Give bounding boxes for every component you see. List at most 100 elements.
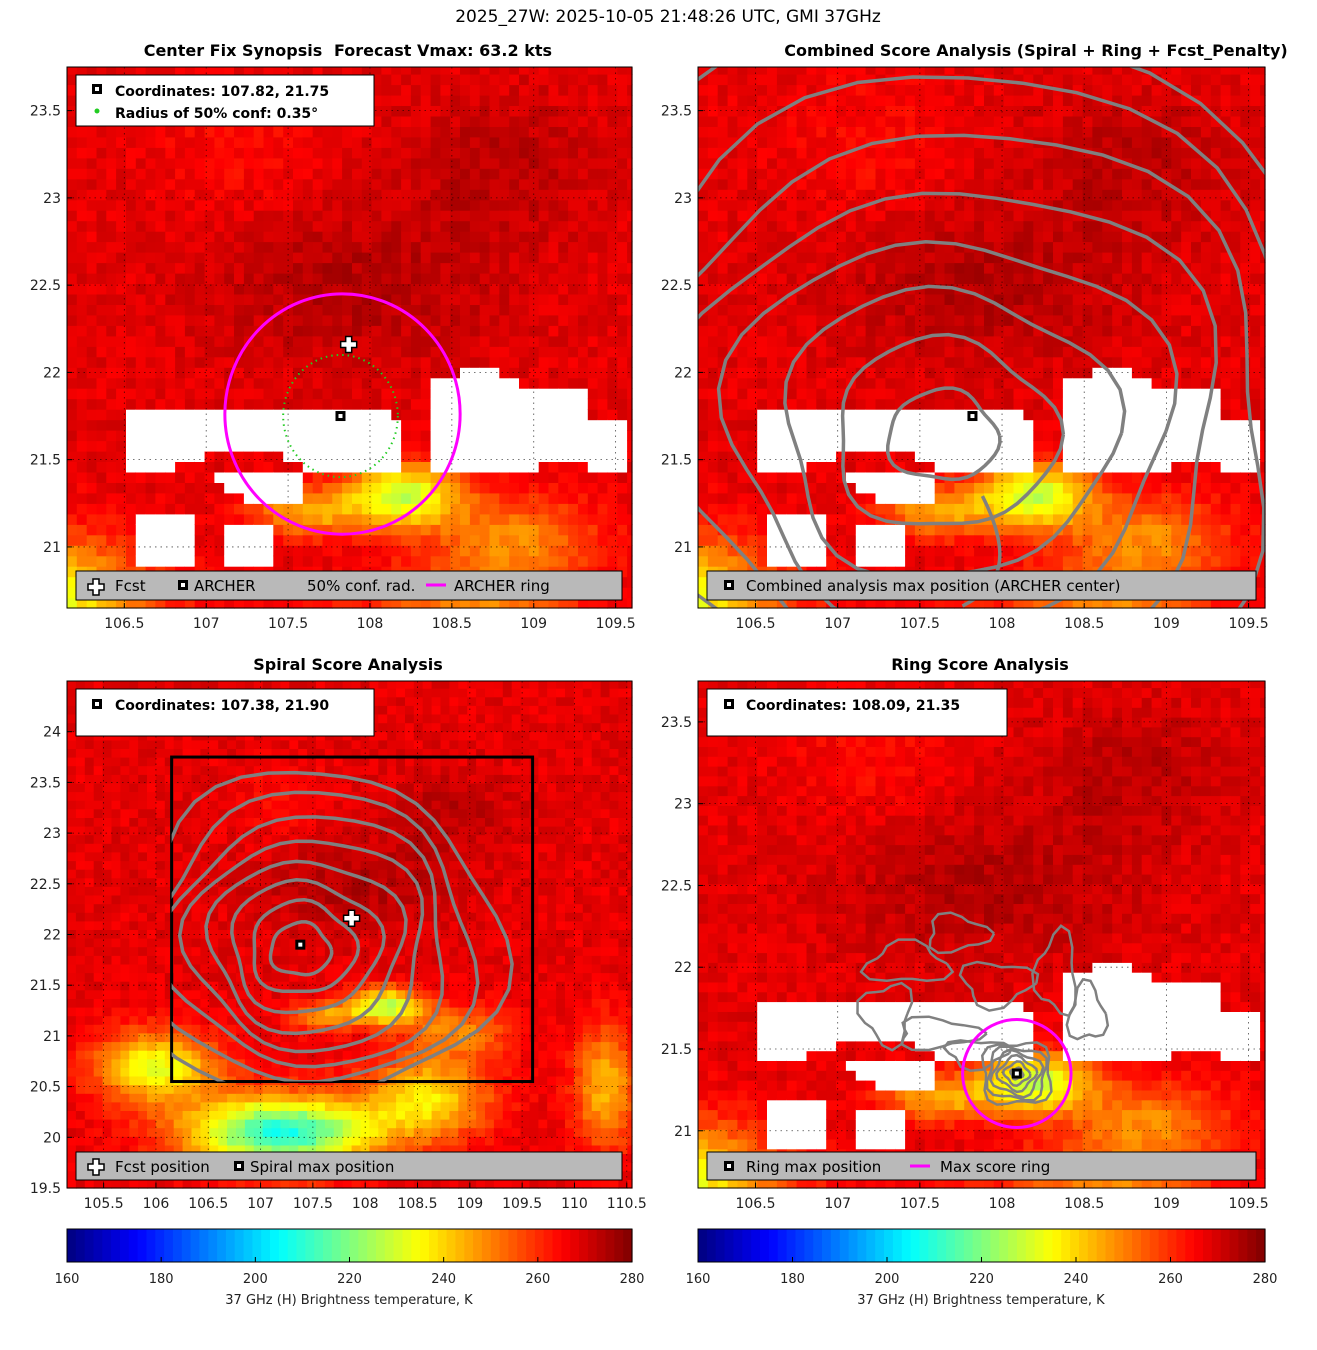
p1-overlays	[223, 292, 462, 536]
p2-heatmap	[698, 67, 1266, 609]
contour-line	[252, 897, 361, 994]
contour-line	[177, 839, 425, 1054]
contour-line	[958, 960, 1040, 1012]
contour-line	[698, 67, 1265, 176]
p3-xtick-label: 107	[247, 1196, 274, 1212]
colorbar-segment	[243, 1229, 253, 1262]
colorbar-segment	[875, 1229, 885, 1262]
colorbar-segment	[1008, 1229, 1018, 1262]
colorbar-segment	[199, 1229, 209, 1262]
colorbar-segment	[331, 1229, 342, 1262]
colorbar-left-gradient	[67, 1229, 633, 1262]
p3-legend: Fcst position Spiral max position	[75, 1151, 623, 1181]
colorbar-segment	[543, 1229, 554, 1262]
colorbar-segment	[946, 1229, 956, 1262]
colorbar-segment	[208, 1229, 218, 1262]
colorbar-segment	[1256, 1229, 1266, 1262]
p2-ytick-label: 23.5	[661, 104, 692, 120]
colorbar-segment	[1158, 1229, 1169, 1262]
colorbar-segment	[473, 1229, 483, 1262]
p1-xtick-label: 106.5	[104, 616, 144, 632]
conf-dot-icon	[94, 108, 100, 114]
p2-gridlines	[698, 67, 1265, 608]
colorbar-segment	[1096, 1229, 1107, 1262]
p2-xtick-label: 109	[1153, 616, 1180, 632]
p2-xtick-label: 106.5	[735, 616, 775, 632]
p4-axes-frame	[697, 680, 1266, 1189]
p3-ytick-label: 21.5	[30, 978, 61, 994]
colorbar-segment	[786, 1229, 797, 1262]
colorbar-right-ticks: 160 180 200 220 240 260 280	[686, 1257, 1277, 1287]
p4-ytick-label: 22.5	[661, 878, 692, 894]
colorbar-segment	[587, 1229, 598, 1262]
colorbar-segment	[384, 1229, 395, 1262]
p1-legend-conf: 50% conf. rad.	[307, 577, 415, 595]
colorbar-segment	[234, 1229, 245, 1262]
colorbar-segment	[181, 1229, 192, 1262]
colorbar-segment	[1105, 1229, 1115, 1262]
colorbar-right: 160 180 200 220 240 260 280 37 GHz (H) Brightn…	[686, 1228, 1277, 1308]
colorbar-segment	[517, 1229, 527, 1262]
contour-line	[171, 770, 514, 1082]
colorbar-segment	[1203, 1229, 1213, 1262]
p3-ytick-label: 20.5	[30, 1080, 61, 1096]
colorbar-segment	[990, 1229, 1000, 1262]
p1-info-box: Coordinates: 107.82, 21.75 Radius of 50%…	[75, 74, 375, 127]
panel-center-fix-synopsis: Center Fix Synopsis Forecast Vmax: 63.2 …	[30, 41, 636, 632]
p3-ytick-label: 20	[43, 1130, 61, 1146]
colorbar-segment	[437, 1229, 448, 1262]
fcst-position-marker	[342, 909, 361, 928]
colorbar-segment	[420, 1229, 430, 1262]
colorbar-segment	[296, 1229, 306, 1262]
colorbar-segment	[768, 1229, 779, 1262]
p3-overlays	[170, 755, 535, 1084]
p3-ytick-label: 24	[43, 725, 61, 741]
colorbar-segment	[1220, 1229, 1231, 1262]
contour-line	[171, 815, 445, 1069]
colorbar-segment	[561, 1229, 571, 1262]
colorbar-segment	[1087, 1229, 1098, 1262]
contour-line	[942, 1039, 1014, 1072]
p3-xtick-label: 109	[456, 1196, 483, 1212]
p3-ytick-label: 23	[43, 826, 61, 842]
p4-gridlines	[698, 681, 1265, 1188]
contour-line	[230, 878, 386, 1015]
p4-legend-ringmax: Ring max position	[746, 1158, 881, 1176]
p2-xtick-label: 108.5	[1064, 616, 1104, 632]
colorbar-segment	[252, 1229, 262, 1262]
colorbar-segment	[1229, 1229, 1240, 1262]
colorbar-segment	[963, 1229, 974, 1262]
colorbar-tick-label: 180	[149, 1272, 174, 1287]
p1-ytick-label: 23	[43, 191, 61, 207]
p3-legend-spiral: Spiral max position	[250, 1158, 394, 1176]
p3-ytick-label: 22	[43, 928, 61, 944]
p3-ytick-label: 21	[43, 1029, 61, 1045]
max-score-ring	[961, 1018, 1073, 1129]
p1-xtick-label: 108	[357, 616, 384, 632]
p4-x-ticks: 106.5 107 107.5 108 108.5 109 109.5	[735, 1183, 1269, 1212]
p4-ytick-label: 21.5	[661, 1042, 692, 1058]
colorbar-segment	[1185, 1229, 1195, 1262]
fcst-cross-icon	[87, 1158, 105, 1176]
p3-xtick-label: 106	[143, 1196, 170, 1212]
colorbar-segment	[120, 1229, 130, 1262]
p1-xtick-label: 109	[520, 616, 547, 632]
colorbar-segment	[999, 1229, 1009, 1262]
spiral-search-box	[170, 755, 535, 1084]
colorbar-segment	[579, 1229, 589, 1262]
colorbar-segment	[623, 1229, 633, 1262]
colorbar-right-label: 37 GHz (H) Brightness temperature, K	[857, 1293, 1105, 1308]
colorbar-segment	[928, 1229, 938, 1262]
colorbar-segment	[1061, 1229, 1071, 1262]
colorbar-segment	[954, 1229, 965, 1262]
p1-ytick-label: 22.5	[30, 278, 61, 294]
p1-legend-archer: ARCHER	[194, 577, 256, 595]
p4-xtick-label: 107	[824, 1196, 851, 1212]
colorbar-segment	[1167, 1229, 1177, 1262]
colorbar-tick-label: 160	[55, 1272, 80, 1287]
p2-y-ticks: 21 21.5 22 22.5 23 23.5	[661, 104, 703, 556]
colorbar-right-gradient	[698, 1229, 1266, 1262]
colorbar-segment	[481, 1229, 492, 1262]
colorbar-segment	[698, 1229, 708, 1262]
colorbar-tick-label: 180	[780, 1272, 805, 1287]
